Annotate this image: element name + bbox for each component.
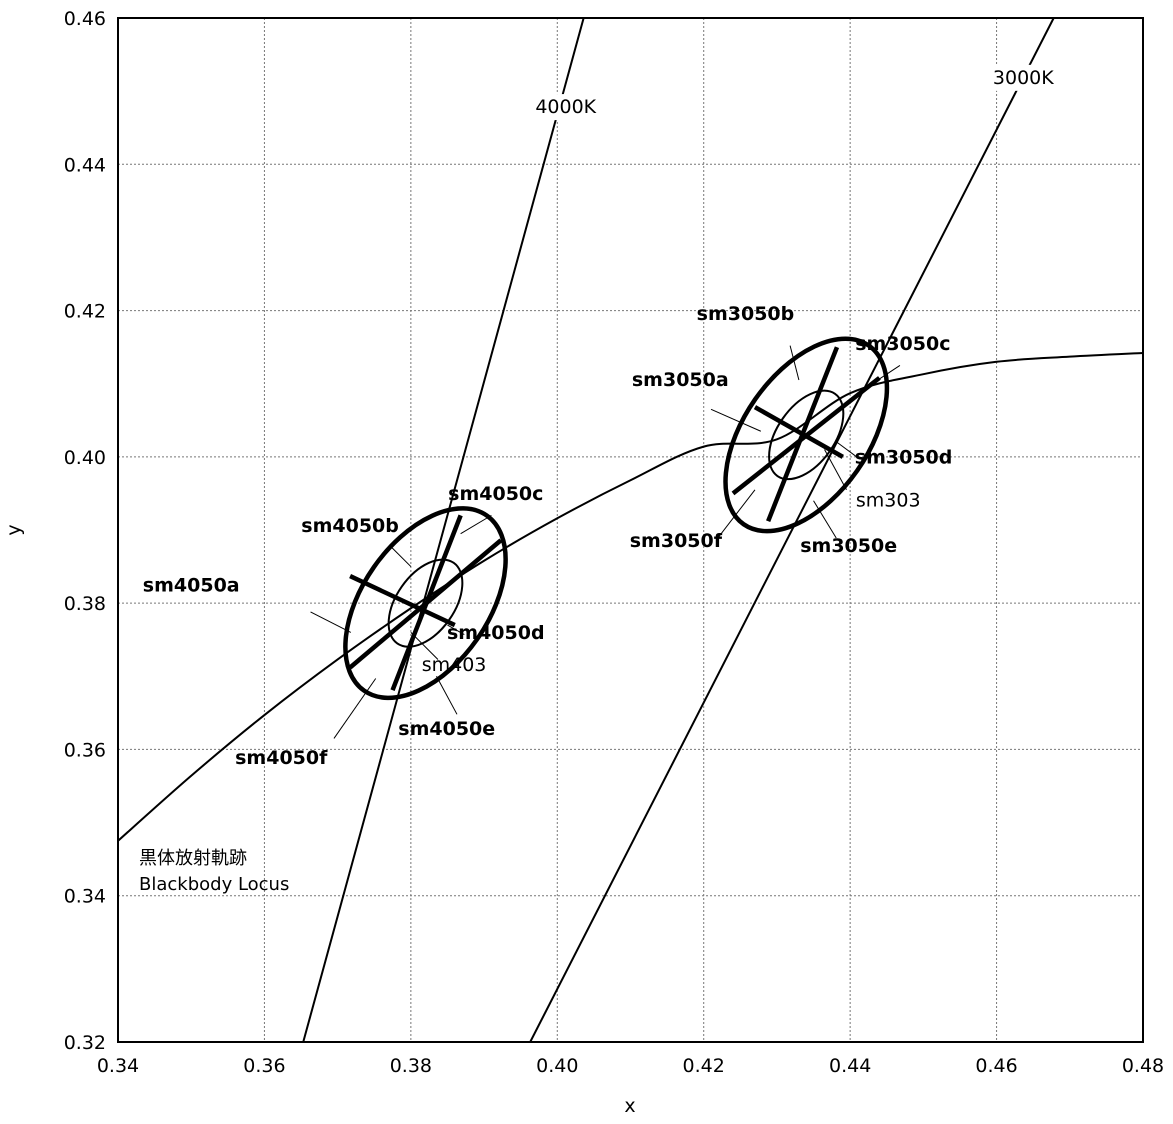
y-tick-label: 0.44 xyxy=(64,154,106,176)
y-tick-label: 0.32 xyxy=(64,1032,106,1054)
annotation-leader xyxy=(447,624,465,636)
y-tick-label: 0.38 xyxy=(64,593,106,615)
isotherm-line xyxy=(529,18,1055,1042)
inner-ellipse xyxy=(387,558,464,648)
isotherm-line xyxy=(302,18,585,1042)
x-tick-label: 0.38 xyxy=(390,1055,432,1077)
annotation-leader xyxy=(813,500,837,539)
annotation-leader xyxy=(789,345,800,381)
annotation-leader xyxy=(710,408,762,432)
annotation-label-sm4050f: sm4050f xyxy=(235,747,328,769)
locus-label-ja: 黒体放射軌跡 xyxy=(139,848,247,869)
y-tick-label: 0.40 xyxy=(64,447,106,469)
ellipse-division-line xyxy=(390,514,463,691)
annotation-leader xyxy=(436,676,458,715)
x-axis-label: x xyxy=(624,1095,635,1117)
y-axis-label: y xyxy=(3,524,25,535)
ellipse-division-line xyxy=(731,376,881,496)
annotation-leader xyxy=(860,365,901,392)
annotation-leader xyxy=(717,489,756,538)
annotation-label-sm3050d: sm3050d xyxy=(855,446,953,468)
annotations: sm4050a sm4050b sm4050c sm4050d sm4050e sm405… xyxy=(143,303,953,769)
annotation-label-sm303: sm303 xyxy=(856,490,921,512)
annotation-label-sm4050a: sm4050a xyxy=(143,574,240,596)
locus-label-en: Blackbody Locus xyxy=(139,874,289,895)
y-tick-label: 0.46 xyxy=(64,8,106,30)
y-tick-label: 0.34 xyxy=(64,886,106,908)
annotation-label-sm4050e: sm4050e xyxy=(398,718,495,740)
isotherm-label-bg xyxy=(531,94,610,121)
annotation-label-sm3050a: sm3050a xyxy=(632,369,729,391)
ellipse-division-line xyxy=(349,574,456,628)
annotation-leader xyxy=(836,441,860,460)
x-tick-label: 0.46 xyxy=(975,1055,1017,1077)
x-tick-label: 0.48 xyxy=(1122,1055,1164,1077)
annotation-label-sm4050c: sm4050c xyxy=(448,483,543,505)
annotation-label-sm3050e: sm3050e xyxy=(800,535,897,557)
x-tick-label: 0.42 xyxy=(683,1055,725,1077)
annotation-label-sm3050f: sm3050f xyxy=(630,530,723,552)
annotation-label-sm4050d: sm4050d xyxy=(447,622,545,644)
x-tick-labels: 0.34 0.36 0.38 0.40 0.42 0.44 0.46 0.48 xyxy=(97,1055,1164,1077)
isotherm-label: 3000K xyxy=(993,67,1054,89)
annotation-leader xyxy=(333,678,377,739)
y-tick-labels: 0.32 0.34 0.36 0.38 0.40 0.42 0.44 0.46 xyxy=(64,8,106,1054)
ellipse-division-line xyxy=(753,405,844,459)
isotherm-label-bg xyxy=(988,64,1067,91)
annotation-leader xyxy=(310,611,352,633)
annotation-label-sm3050b: sm3050b xyxy=(697,303,795,325)
annotation-label-sm403: sm403 xyxy=(422,654,487,676)
plot-content: 4000K 3000K xyxy=(118,18,1143,1042)
outer-ellipse xyxy=(343,506,508,701)
ellipse-division-line xyxy=(766,346,840,523)
x-tick-label: 0.34 xyxy=(97,1055,139,1077)
annotation-leader xyxy=(410,632,439,660)
annotation-leader xyxy=(824,449,847,491)
x-tick-label: 0.36 xyxy=(243,1055,285,1077)
plot-frame xyxy=(117,17,1144,1043)
y-tick-label: 0.36 xyxy=(64,739,106,761)
blackbody-locus-curve xyxy=(118,351,1143,842)
x-tick-label: 0.44 xyxy=(829,1055,871,1077)
annotation-leader xyxy=(460,514,492,535)
annotation-label-sm4050b: sm4050b xyxy=(301,515,399,537)
outer-ellipse xyxy=(723,336,890,534)
annotation-label-sm3050c: sm3050c xyxy=(855,333,950,355)
grid xyxy=(118,18,1143,1042)
isotherm-label: 4000K xyxy=(535,96,596,118)
y-tick-label: 0.42 xyxy=(64,301,106,323)
x-tick-label: 0.40 xyxy=(536,1055,578,1077)
ellipse-group xyxy=(343,506,508,701)
annotation-leader xyxy=(390,545,412,567)
locus-label: 黒体放射軌跡 Blackbody Locus xyxy=(139,848,289,895)
